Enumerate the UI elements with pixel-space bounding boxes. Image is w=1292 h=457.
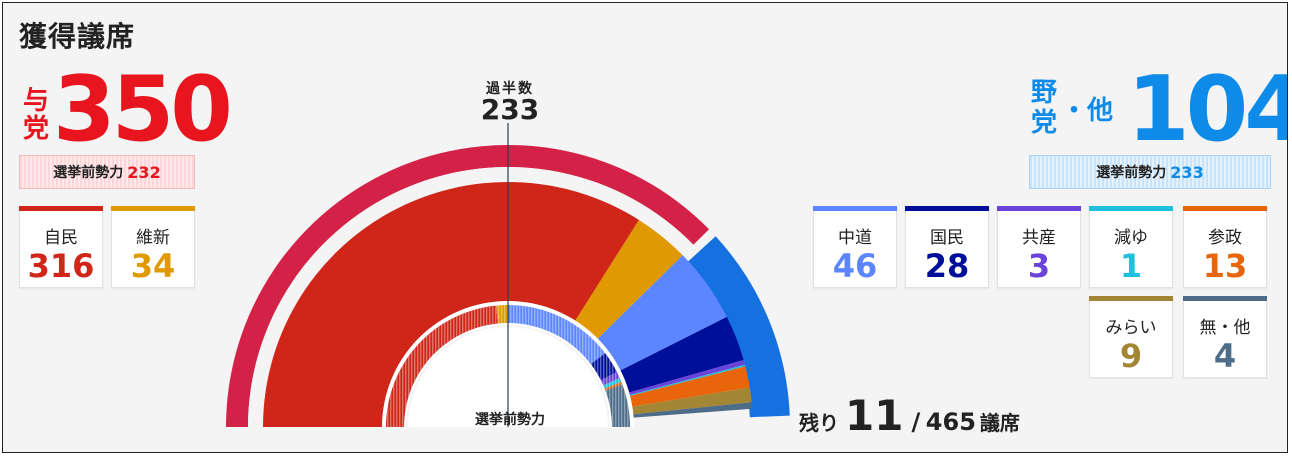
party-name: みらい [1105, 318, 1157, 338]
party-seats: 316 [27, 247, 95, 285]
ruling-bloc-total: 350 [53, 57, 233, 162]
opposition-bloc-total: 104 [1127, 57, 1288, 162]
pre-slice-参政-hatch [604, 381, 623, 391]
party-color-bar [111, 206, 195, 211]
total-seats: 465 [925, 408, 976, 436]
party-name: 減ゆ [1114, 228, 1148, 248]
party-card-others: 無・他 4 [1183, 296, 1267, 378]
ruling-bloc-label-1: 与 [23, 86, 50, 116]
party-card-kyosan: 共産 3 [997, 206, 1081, 288]
total-seats-suffix: 議席 [979, 411, 1020, 435]
opposition-prev-label: 選挙前勢力 [1096, 165, 1167, 181]
party-card-genyu: 減ゆ 1 [1089, 206, 1173, 288]
pre-slice-国民-hatch [590, 353, 617, 381]
majority-value: 233 [480, 93, 540, 126]
remaining-label: 残り [799, 411, 839, 435]
party-card-mirai: みらい 9 [1089, 296, 1173, 378]
party-color-bar [19, 206, 103, 211]
party-card-chudo: 中道 46 [813, 206, 897, 288]
pre-slice-維新-hatch [496, 305, 508, 324]
bloc-ring-gap-ruling [248, 166, 694, 427]
party-seats: 28 [924, 247, 970, 285]
party-color-bar [1183, 296, 1267, 301]
party-card-jimin: 自民 316 [19, 206, 103, 288]
party-card-kokumin: 国民 28 [905, 206, 989, 288]
party-name: 参政 [1208, 228, 1242, 248]
party-card-ishin: 維新 34 [111, 206, 195, 288]
party-seats: 3 [1027, 247, 1051, 285]
party-color-bar [1089, 296, 1173, 301]
pre-slice-減ゆ-hatch [603, 378, 622, 389]
page-title: 獲得議席 [19, 20, 136, 53]
opposition-bloc-label-suffix: ・他 [1061, 96, 1114, 126]
party-seats: 4 [1213, 337, 1237, 375]
remaining-separator: / [911, 408, 921, 436]
party-name: 共産 [1022, 228, 1056, 248]
opposition-bloc-label-2: 党 [1031, 108, 1058, 138]
pre-slice-中道-hatch [507, 305, 606, 365]
party-name: 中道 [838, 228, 872, 248]
bloc-arc-opposition [686, 236, 790, 418]
party-color-bar [905, 206, 989, 211]
opposition-bloc-label-1: 野 [1031, 78, 1058, 108]
opposition-prev-seats: 選挙前勢力 233 [1029, 155, 1271, 189]
party-seats: 9 [1119, 337, 1143, 375]
opposition-prev-value: 233 [1170, 162, 1204, 182]
party-seats: 13 [1202, 247, 1248, 285]
pre-slice-無・他-hatch [605, 384, 630, 427]
party-name: 国民 [930, 228, 964, 248]
party-color-bar [997, 206, 1081, 211]
party-seats: 34 [130, 247, 176, 285]
seat-semicircle-chart [226, 123, 790, 428]
party-color-bar [1183, 206, 1267, 211]
pre-slice-共産-hatch [600, 372, 620, 386]
party-name: 無・他 [1199, 318, 1251, 338]
party-name: 自民 [44, 228, 78, 248]
party-seats: 46 [832, 247, 878, 285]
ruling-prev-value: 232 [127, 162, 161, 182]
pre-slice-自民-hatch [386, 305, 498, 427]
party-color-bar [1089, 206, 1173, 211]
party-card-sansei: 参政 13 [1183, 206, 1267, 288]
bloc-arc-ruling [226, 144, 710, 428]
majority-label: 過半数 [486, 81, 534, 97]
ruling-prev-label: 選挙前勢力 [53, 165, 124, 181]
party-color-bar [813, 206, 897, 211]
bloc-ring [226, 144, 790, 428]
remaining-seats: 残り 11/ 465 議席 [799, 391, 1020, 440]
pre-election-ring [382, 301, 634, 427]
ruling-prev-seats: 選挙前勢力 232 [19, 155, 195, 189]
remaining-value: 11 [845, 391, 904, 440]
pre-election-ring-label: 選挙前勢力 [475, 412, 545, 428]
party-seats: 1 [1119, 247, 1143, 285]
ruling-bloc-label-2: 党 [23, 114, 50, 144]
party-name: 維新 [136, 228, 170, 248]
